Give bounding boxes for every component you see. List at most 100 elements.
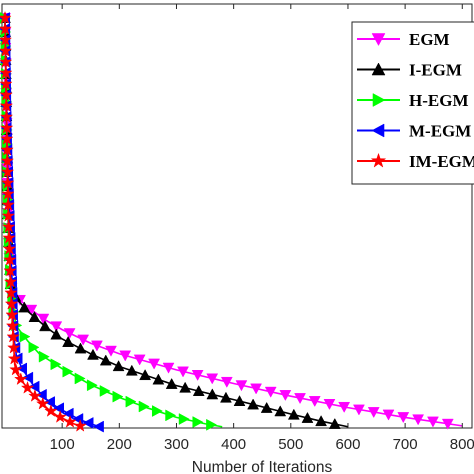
data-marker [53,410,67,423]
legend-label-im-egm: IM-EGM [409,152,474,171]
data-marker [0,77,13,90]
data-marker [162,362,175,374]
legend-marker-egm [371,33,386,46]
series-im-egm [0,11,87,432]
legend-marker-h-egm [372,93,386,107]
data-marker [77,334,89,346]
data-marker [1,165,14,178]
data-marker [2,220,16,233]
data-marker [152,373,165,385]
data-marker [112,390,124,403]
data-marker [74,372,86,385]
data-marker [191,370,204,381]
data-marker [0,132,14,145]
data-marker [301,412,314,423]
data-marker [125,395,137,408]
data-marker [0,33,12,46]
data-marker [126,364,138,376]
data-marker [36,397,50,410]
data-marker [5,297,18,310]
x-tick-label: 600 [335,436,360,453]
data-marker [91,340,103,352]
data-marker [264,386,277,398]
data-marker [28,380,40,393]
data-marker [288,408,300,420]
data-marker [6,330,20,343]
data-marker [165,378,178,389]
data-marker [0,11,12,24]
data-marker [0,55,12,68]
data-marker [21,381,34,394]
data-marker [4,286,18,299]
data-marker [62,407,74,420]
data-marker [63,415,77,428]
data-marker [329,418,341,429]
data-marker [2,209,15,222]
data-marker [0,110,13,123]
data-marker [53,402,65,415]
data-marker [7,341,21,354]
data-marker [260,402,273,413]
x-tick-label: 100 [50,436,75,453]
data-marker [382,409,395,421]
data-marker [28,389,42,402]
data-marker [0,99,13,112]
x-tick-label: 200 [107,436,132,453]
legend-label-i-egm: I-EGM [409,61,462,80]
data-marker [0,22,12,35]
data-marker [138,400,150,413]
data-marker [100,354,112,366]
data-marker [105,345,117,357]
data-marker [62,336,74,347]
data-marker [250,383,262,395]
x-axis-title: Number of Iterations [192,459,333,474]
data-marker [279,390,292,401]
data-marker [99,385,111,397]
data-marker [39,320,51,332]
data-marker [112,360,125,372]
data-marker [397,412,410,423]
legend-marker-im-egm [371,153,386,168]
data-marker [4,275,17,288]
data-marker [3,253,17,266]
data-marker [28,341,40,354]
data-marker [9,363,23,376]
legend-marker-m-egm [371,123,385,138]
data-marker [133,354,146,366]
data-marker [192,416,204,428]
data-marker [8,352,21,365]
x-tick-label: 500 [278,436,303,453]
data-marker [74,342,87,354]
data-marker [0,88,13,101]
data-marker [192,385,205,396]
data-marker [221,376,233,388]
data-marker [165,409,176,422]
data-marker [151,405,163,417]
data-marker [235,380,248,391]
data-marker [0,121,13,134]
data-marker [14,372,28,385]
data-marker [3,264,17,277]
data-marker [44,404,58,417]
data-marker [0,44,12,57]
data-marker [442,418,454,430]
data-marker [19,330,31,343]
data-marker [50,358,62,371]
data-marker [38,350,50,363]
data-marker [206,388,219,400]
data-marker [233,395,246,407]
data-marker [50,321,63,333]
data-marker [0,66,13,79]
data-marker [44,396,55,408]
data-marker [315,415,327,427]
x-tick-label: 800 [450,436,474,453]
data-marker [86,379,98,392]
data-marker [63,328,76,339]
data-marker [3,242,16,255]
data-marker [367,407,380,418]
data-marker [2,231,16,244]
series-layer [0,11,463,433]
legend-label-h-egm: H-EGM [409,91,469,110]
data-marker [220,391,232,403]
data-marker [353,404,365,416]
